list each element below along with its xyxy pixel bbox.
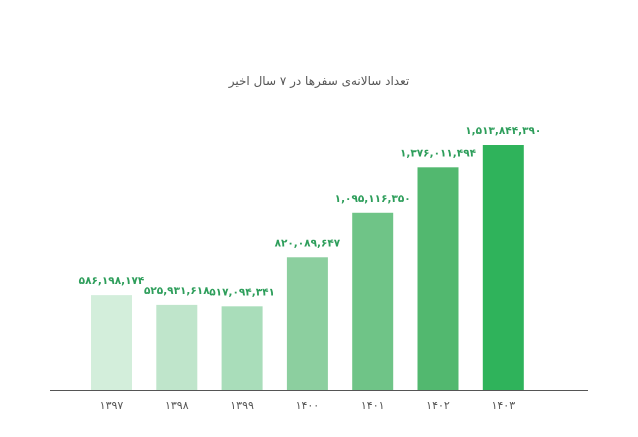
value-label-6: ۱,۳۷۶,۰۱۱,۴۹۴	[400, 147, 477, 159]
chart-title: تعداد سالانه‌ی سفرها در ۷ سال اخیر	[228, 74, 410, 88]
bar-7	[482, 145, 524, 390]
bar-3	[221, 306, 263, 390]
x-tick-label-3: ۱۳۹۹	[230, 399, 254, 412]
x-tick-label-5: ۱۴۰۱	[361, 399, 385, 412]
bar-5	[352, 212, 394, 390]
bar-2	[156, 304, 198, 390]
value-label-4: ۸۲۰,۰۸۹,۶۴۷	[275, 237, 341, 249]
value-label-7: ۱,۵۱۳,۸۴۴,۳۹۰	[465, 125, 541, 137]
x-tick-label-6: ۱۴۰۲	[426, 399, 450, 412]
value-label-2: ۵۲۵,۹۳۱,۶۱۸	[144, 285, 210, 297]
x-tick-label-1: ۱۳۹۷	[100, 399, 124, 412]
x-tick-label-7: ۱۴۰۳	[491, 399, 515, 412]
value-label-3: ۵۱۷,۰۹۴,۳۴۱	[209, 286, 275, 298]
bar-4	[286, 257, 328, 390]
x-tick-label-2: ۱۳۹۸	[165, 399, 189, 412]
value-label-5: ۱,۰۹۵,۱۱۶,۳۵۰	[335, 193, 411, 205]
x-tick-label-4: ۱۴۰۰	[296, 399, 320, 412]
value-label-1: ۵۸۶,۱۹۸,۱۷۴	[79, 275, 145, 287]
bar-6	[417, 167, 459, 390]
bar-1	[91, 295, 132, 390]
